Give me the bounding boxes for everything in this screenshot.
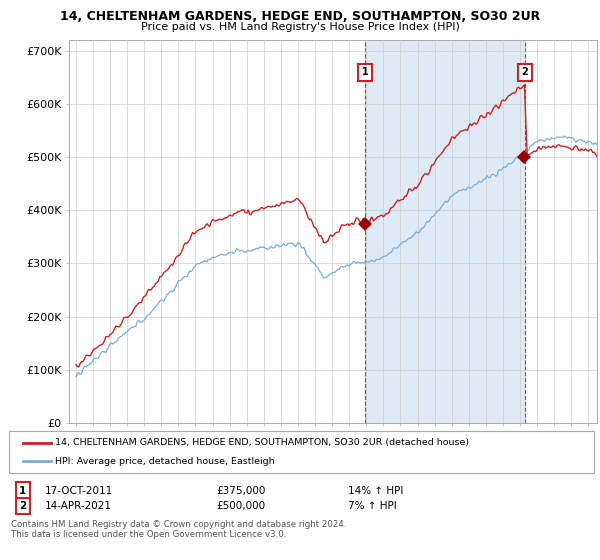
Text: 14% ↑ HPI: 14% ↑ HPI — [348, 486, 403, 496]
Text: This data is licensed under the Open Government Licence v3.0.: This data is licensed under the Open Gov… — [11, 530, 286, 539]
Text: 14-APR-2021: 14-APR-2021 — [45, 501, 112, 511]
Text: Price paid vs. HM Land Registry's House Price Index (HPI): Price paid vs. HM Land Registry's House … — [140, 22, 460, 32]
Text: 1: 1 — [362, 67, 368, 77]
Text: HPI: Average price, detached house, Eastleigh: HPI: Average price, detached house, East… — [55, 457, 275, 466]
Text: 7% ↑ HPI: 7% ↑ HPI — [348, 501, 397, 511]
Bar — [365, 40, 525, 423]
Text: £500,000: £500,000 — [216, 501, 265, 511]
Text: 14, CHELTENHAM GARDENS, HEDGE END, SOUTHAMPTON, SO30 2UR: 14, CHELTENHAM GARDENS, HEDGE END, SOUTH… — [60, 10, 540, 23]
Text: 2: 2 — [19, 501, 26, 511]
Text: £375,000: £375,000 — [216, 486, 265, 496]
Text: 14, CHELTENHAM GARDENS, HEDGE END, SOUTHAMPTON, SO30 2UR (detached house): 14, CHELTENHAM GARDENS, HEDGE END, SOUTH… — [55, 438, 469, 447]
Text: 2: 2 — [521, 67, 528, 77]
Text: 1: 1 — [19, 486, 26, 496]
Text: Contains HM Land Registry data © Crown copyright and database right 2024.: Contains HM Land Registry data © Crown c… — [11, 520, 346, 529]
Text: 17-OCT-2011: 17-OCT-2011 — [45, 486, 113, 496]
